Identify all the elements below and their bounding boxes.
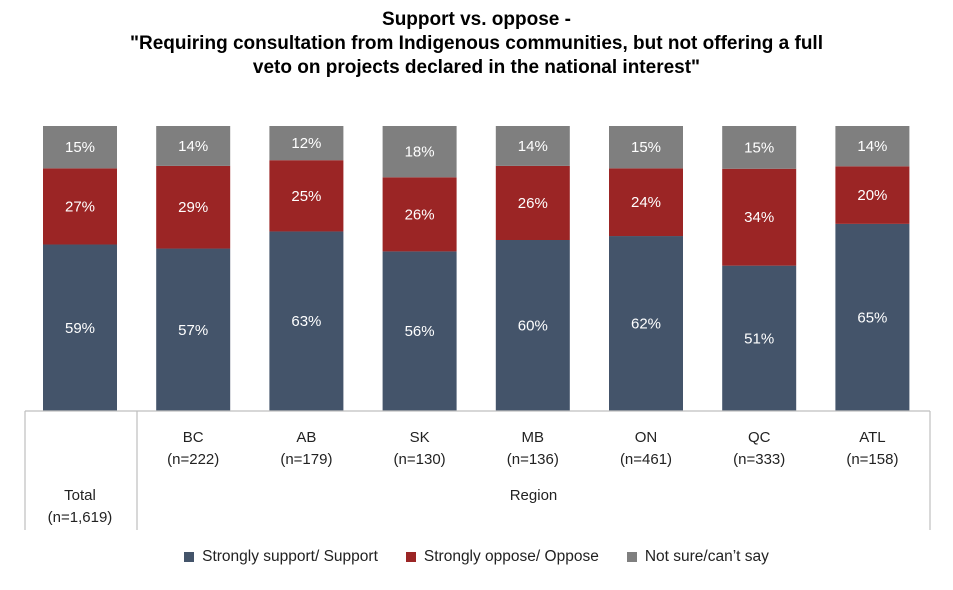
category-label-qc: QC [748, 429, 771, 446]
data-label-qc-series-2: 15% [744, 139, 774, 156]
group-label-region: Region [510, 487, 558, 504]
legend-item-support: Strongly support/ Support [184, 548, 378, 566]
bar-bc-series-2 [156, 126, 231, 166]
bar-mb-series-2 [495, 126, 570, 166]
category-sample-size-on: (n=461) [620, 451, 672, 468]
data-label-qc-series-0: 51% [744, 330, 774, 347]
stacked-bar-chart: 59% 27% 15% 57% 29% 14% 63% 25% 12% 56% 26% 18% 60% 2… [24, 126, 931, 530]
bar-sk-series-1 [382, 177, 457, 252]
data-label-mb-series-2: 14% [518, 138, 548, 155]
bar-on-series-1 [609, 168, 683, 237]
data-label-bc-series-0: 57% [178, 322, 208, 339]
data-label-ab-series-0: 63% [291, 313, 321, 330]
category-sample-size-total: (n=1,619) [48, 509, 113, 526]
legend-swatch-not-sure [626, 552, 637, 562]
data-label-total-series-2: 15% [65, 139, 95, 156]
data-label-ab-series-2: 12% [291, 135, 321, 152]
bar-bc-series-0 [156, 248, 231, 411]
category-sample-size-sk: (n=130) [394, 451, 446, 468]
bar-ab-series-1 [269, 160, 344, 232]
bar-on-series-2 [609, 126, 683, 169]
category-label-ab: AB [296, 429, 316, 446]
bar-ab-series-0 [269, 231, 344, 411]
data-label-atl-series-1: 20% [857, 187, 887, 204]
category-sample-size-ab: (n=179) [280, 451, 332, 468]
bar-bc-series-1 [156, 165, 231, 249]
legend-swatch-support [184, 552, 195, 562]
category-label-total: Total [64, 487, 96, 504]
data-label-sk-series-0: 56% [405, 323, 435, 340]
data-label-mb-series-1: 26% [518, 195, 548, 212]
data-label-bc-series-1: 29% [178, 199, 208, 216]
chart-title-line-1: Support vs. oppose - [382, 9, 571, 30]
bar-qc-series-1 [722, 168, 797, 266]
data-label-ab-series-1: 25% [291, 188, 321, 205]
category-label-on: ON [635, 429, 658, 446]
chart-title-line-2: "Requiring consultation from Indigenous … [130, 33, 823, 54]
category-label-mb: MB [522, 429, 545, 446]
data-label-total-series-1: 27% [65, 198, 95, 215]
category-sample-size-bc: (n=222) [167, 451, 219, 468]
bar-qc-series-0 [722, 265, 797, 411]
category-sample-size-qc: (n=333) [733, 451, 785, 468]
bar-sk-series-0 [382, 251, 457, 411]
data-label-sk-series-1: 26% [405, 206, 435, 223]
legend-label-oppose: Strongly oppose/ Oppose [423, 548, 599, 565]
data-label-qc-series-1: 34% [744, 209, 774, 226]
data-label-sk-series-2: 18% [405, 144, 435, 161]
bar-qc-series-2 [722, 126, 797, 169]
bar-sk-series-2 [382, 126, 457, 178]
bar-total-series-1 [43, 168, 117, 245]
category-sample-size-atl: (n=158) [846, 451, 898, 468]
bar-total-series-2 [43, 126, 117, 169]
legend-item-not-sure: Not sure/can’t say [626, 548, 769, 566]
category-sample-size-mb: (n=136) [507, 451, 559, 468]
category-label-bc: BC [183, 429, 204, 446]
legend-label-not-sure: Not sure/can’t say [644, 548, 769, 565]
data-label-on-series-0: 62% [631, 316, 661, 333]
bar-mb-series-1 [495, 165, 570, 240]
bar-ab-series-2 [269, 126, 344, 161]
bar-atl-series-1 [835, 166, 910, 224]
legend-item-oppose: Strongly oppose/ Oppose [405, 548, 599, 566]
data-label-atl-series-2: 14% [857, 138, 887, 155]
category-label-sk: SK [410, 429, 430, 446]
data-label-mb-series-0: 60% [518, 318, 548, 335]
category-label-atl: ATL [859, 429, 885, 446]
bar-atl-series-2 [835, 126, 910, 167]
bar-on-series-0 [609, 236, 683, 411]
data-label-total-series-0: 59% [65, 320, 95, 337]
chart-title: Support vs. oppose - "Requiring consulta… [0, 8, 953, 80]
legend-label-support: Strongly support/ Support [202, 548, 378, 565]
bar-total-series-0 [43, 244, 117, 411]
legend-swatch-oppose [405, 552, 416, 562]
data-label-bc-series-2: 14% [178, 138, 208, 155]
bar-mb-series-0 [495, 240, 570, 411]
data-label-on-series-2: 15% [631, 139, 661, 156]
chart-title-line-3: veto on projects declared in the nationa… [252, 57, 701, 78]
data-label-on-series-1: 24% [631, 194, 661, 211]
chart-legend: Strongly support/ Support Strongly oppos… [0, 548, 953, 566]
bar-atl-series-0 [835, 223, 910, 411]
data-label-atl-series-0: 65% [857, 309, 887, 326]
